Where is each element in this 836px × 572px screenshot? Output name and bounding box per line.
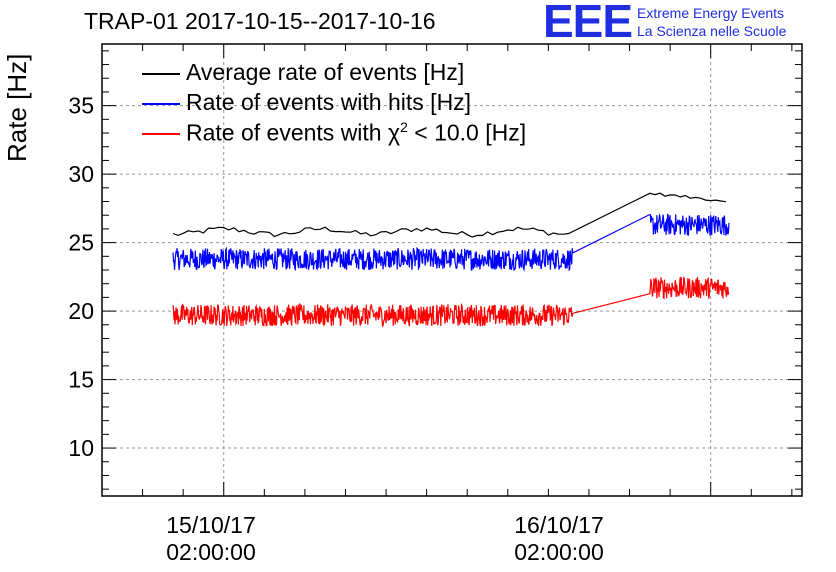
x-tick-1-time: 02:00:00 xyxy=(514,539,604,565)
grid-lines xyxy=(102,44,802,496)
y-axis-label: Rate [Hz] xyxy=(2,53,32,162)
series-line-2 xyxy=(172,276,730,328)
legend-lines xyxy=(142,73,180,135)
chi-symbol: χ xyxy=(388,119,401,146)
legend-label-hits: Rate of events with hits [Hz] xyxy=(186,89,472,115)
series-line-1 xyxy=(172,213,730,272)
y-tick-label: 10 xyxy=(68,435,94,461)
y-tick-labels: 10 15 20 25 30 35 xyxy=(68,93,94,461)
y-tick-label: 35 xyxy=(68,93,94,119)
logo-caption: Extreme Energy Events La Scienza nelle S… xyxy=(637,4,786,40)
eee-logo: EEE xyxy=(543,0,633,47)
logo-line-2: La Scienza nelle Scuole xyxy=(637,23,787,39)
x-tick-label-0: 15/10/17 02:00:00 xyxy=(141,512,281,566)
y-tick-label: 15 xyxy=(68,367,94,393)
x-tick-label-1: 16/10/17 02:00:00 xyxy=(489,512,629,566)
legend-label-average: Average rate of events [Hz] xyxy=(186,59,465,85)
legend-label-chi2-text: Rate of events with xyxy=(186,119,382,146)
y-tick-label: 20 xyxy=(68,298,94,324)
series-group xyxy=(172,192,730,328)
legend-label-chi2: Rate of events with χ2 < 10.0 [Hz] xyxy=(186,119,526,147)
series-line-0 xyxy=(172,192,726,238)
chi-superscript: 2 xyxy=(400,119,408,135)
chart-title: TRAP-01 2017-10-15--2017-10-16 xyxy=(84,8,436,34)
y-tick-label: 25 xyxy=(68,230,94,256)
x-tick-0-date: 15/10/17 xyxy=(166,512,256,538)
axis-ticks xyxy=(101,44,802,496)
legend-label-chi2-tail: < 10.0 [Hz] xyxy=(407,119,527,146)
y-tick-label: 30 xyxy=(68,161,94,187)
x-tick-0-time: 02:00:00 xyxy=(166,539,256,565)
logo-line-1: Extreme Energy Events xyxy=(637,5,785,21)
x-tick-1-date: 16/10/17 xyxy=(514,512,604,538)
